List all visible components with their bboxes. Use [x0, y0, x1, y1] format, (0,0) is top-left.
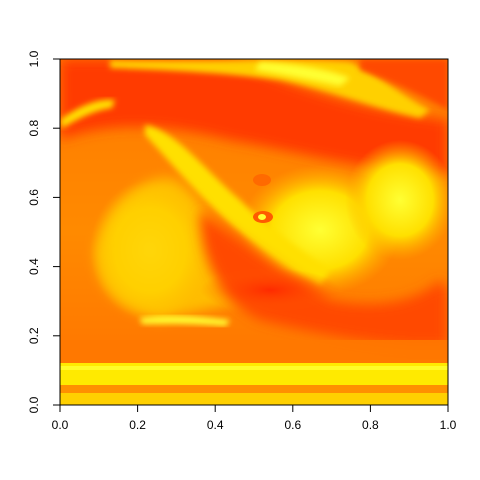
- x-tick-label: 0.2: [129, 418, 146, 432]
- y-tick-label: 1.0: [27, 50, 41, 67]
- x-axis: 0.0 0.2 0.4 0.6 0.8 1.0: [52, 405, 457, 432]
- x-tick-label: 1.0: [440, 418, 457, 432]
- y-tick-label: 0.6: [27, 189, 41, 206]
- y-tick-label: 0.8: [27, 120, 41, 137]
- y-axis: 0.0 0.2 0.4 0.6 0.8 1.0: [27, 50, 60, 413]
- plot-frame: [59, 58, 449, 406]
- x-tick-label: 0.4: [207, 418, 224, 432]
- x-tick-label: 0.0: [52, 418, 69, 432]
- heatmap-image: [60, 59, 448, 405]
- y-tick-label: 0.0: [27, 396, 41, 413]
- y-tick-label: 0.2: [27, 327, 41, 344]
- x-tick-label: 0.8: [362, 418, 379, 432]
- y-tick-label: 0.4: [27, 258, 41, 275]
- x-tick-label: 0.6: [284, 418, 301, 432]
